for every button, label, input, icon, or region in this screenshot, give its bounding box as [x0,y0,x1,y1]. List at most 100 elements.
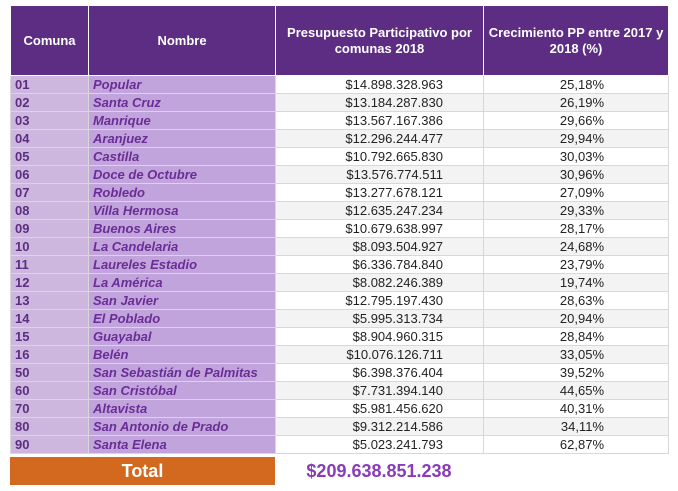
growth-cell: 44,65% [483,381,669,400]
data-row: 03 Manrique $13.567.167.386 29,66% [10,111,669,130]
header-cell: Presupuesto Participativo por comunas 20… [275,5,484,76]
name-cell: Robledo [88,183,276,202]
name-cell: San Antonio de Prado [88,417,276,436]
budget-cell: $8.093.504.927 [275,237,484,256]
budget-cell: $8.082.246.389 [275,273,484,292]
comuna-cell: 16 [10,345,89,364]
name-cell: San Cristóbal [88,381,276,400]
growth-cell: 27,09% [483,183,669,202]
name-cell: Manrique [88,111,276,130]
name-cell: San Sebastián de Palmitas [88,363,276,382]
name-cell: La América [88,273,276,292]
growth-cell: 24,68% [483,237,669,256]
budget-cell: $13.184.287.830 [275,93,484,112]
comuna-cell: 04 [10,129,89,148]
data-row: 07 Robledo $13.277.678.121 27,09% [10,183,669,202]
growth-cell: 29,66% [483,111,669,130]
name-cell: Belén [88,345,276,364]
growth-cell: 34,11% [483,417,669,436]
budget-cell: $5.981.456.620 [275,399,484,418]
data-row: 05 Castilla $10.792.665.830 30,03% [10,147,669,166]
data-row: 08 Villa Hermosa $12.635.247.234 29,33% [10,201,669,220]
budget-cell: $13.277.678.121 [275,183,484,202]
comuna-cell: 50 [10,363,89,382]
budget-cell: $8.904.960.315 [275,327,484,346]
comuna-cell: 80 [10,417,89,436]
name-cell: Aranjuez [88,129,276,148]
comuna-cell: 11 [10,255,89,274]
budget-cell: $10.679.638.997 [275,219,484,238]
header-cell: Nombre [88,5,276,76]
comuna-cell: 15 [10,327,89,346]
comuna-cell: 12 [10,273,89,292]
growth-cell: 62,87% [483,435,669,454]
data-row: 13 San Javier $12.795.197.430 28,63% [10,291,669,310]
total-label: Total [10,457,275,485]
budget-cell: $5.023.241.793 [275,435,484,454]
name-cell: Santa Elena [88,435,276,454]
name-cell: Guayabal [88,327,276,346]
comuna-cell: 06 [10,165,89,184]
data-row: 60 San Cristóbal $7.731.394.140 44,65% [10,381,669,400]
comuna-cell: 60 [10,381,89,400]
total-value: $209.638.851.238 [306,461,452,481]
growth-cell: 29,94% [483,129,669,148]
growth-cell: 40,31% [483,399,669,418]
comuna-cell: 09 [10,219,89,238]
data-row: 90 Santa Elena $5.023.241.793 62,87% [10,435,669,454]
growth-cell: 25,18% [483,75,669,94]
comuna-cell: 10 [10,237,89,256]
comuna-cell: 08 [10,201,89,220]
data-row: 14 El Poblado $5.995.313.734 20,94% [10,309,669,328]
name-cell: El Poblado [88,309,276,328]
data-row: 04 Aranjuez $12.296.244.477 29,94% [10,129,669,148]
comuna-cell: 01 [10,75,89,94]
growth-cell: 28,17% [483,219,669,238]
data-row: 06 Doce de Octubre $13.576.774.511 30,96% [10,165,669,184]
data-row: 16 Belén $10.076.126.711 33,05% [10,345,669,364]
name-cell: Villa Hermosa [88,201,276,220]
name-cell: Buenos Aires [88,219,276,238]
comuna-cell: 13 [10,291,89,310]
budget-cell: $10.792.665.830 [275,147,484,166]
growth-cell: 28,63% [483,291,669,310]
budget-cell: $5.995.313.734 [275,309,484,328]
comuna-cell: 03 [10,111,89,130]
data-row: 50 San Sebastián de Palmitas $6.398.376.40… [10,363,669,382]
growth-cell: 20,94% [483,309,669,328]
data-row: 70 Altavista $5.981.456.620 40,31% [10,399,669,418]
growth-cell: 19,74% [483,273,669,292]
data-row: 80 San Antonio de Prado $9.312.214.586 34,1… [10,417,669,436]
budget-cell: $6.336.784.840 [275,255,484,274]
budget-cell: $9.312.214.586 [275,417,484,436]
budget-cell: $6.398.376.404 [275,363,484,382]
budget-cell: $13.576.774.511 [275,165,484,184]
growth-cell: 29,33% [483,201,669,220]
growth-cell: 39,52% [483,363,669,382]
budget-cell: $12.296.244.477 [275,129,484,148]
comuna-cell: 05 [10,147,89,166]
growth-cell: 33,05% [483,345,669,364]
table-body: 01 Popular $14.898.328.963 25,18% 02 Santa Cr… [10,75,669,454]
data-row: 12 La América $8.082.246.389 19,74% [10,273,669,292]
name-cell: Santa Cruz [88,93,276,112]
data-row: 01 Popular $14.898.328.963 25,18% [10,75,669,94]
growth-cell: 23,79% [483,255,669,274]
name-cell: Laureles Estadio [88,255,276,274]
comuna-cell: 90 [10,435,89,454]
budget-cell: $10.076.126.711 [275,345,484,364]
comuna-cell: 07 [10,183,89,202]
growth-cell: 30,03% [483,147,669,166]
budget-cell: $14.898.328.963 [275,75,484,94]
growth-cell: 28,84% [483,327,669,346]
data-row: 10 La Candelaria $8.093.504.927 24,68% [10,237,669,256]
name-cell: Popular [88,75,276,94]
header-cell: Crecimiento PP entre 2017 y 2018 (%) [483,5,669,76]
growth-cell: 30,96% [483,165,669,184]
comuna-cell: 70 [10,399,89,418]
comuna-cell: 02 [10,93,89,112]
table-container: Comuna Nombre Presupuesto Participativo po… [10,5,669,485]
data-row: 09 Buenos Aires $10.679.638.997 28,17% [10,219,669,238]
budget-cell: $12.795.197.430 [275,291,484,310]
